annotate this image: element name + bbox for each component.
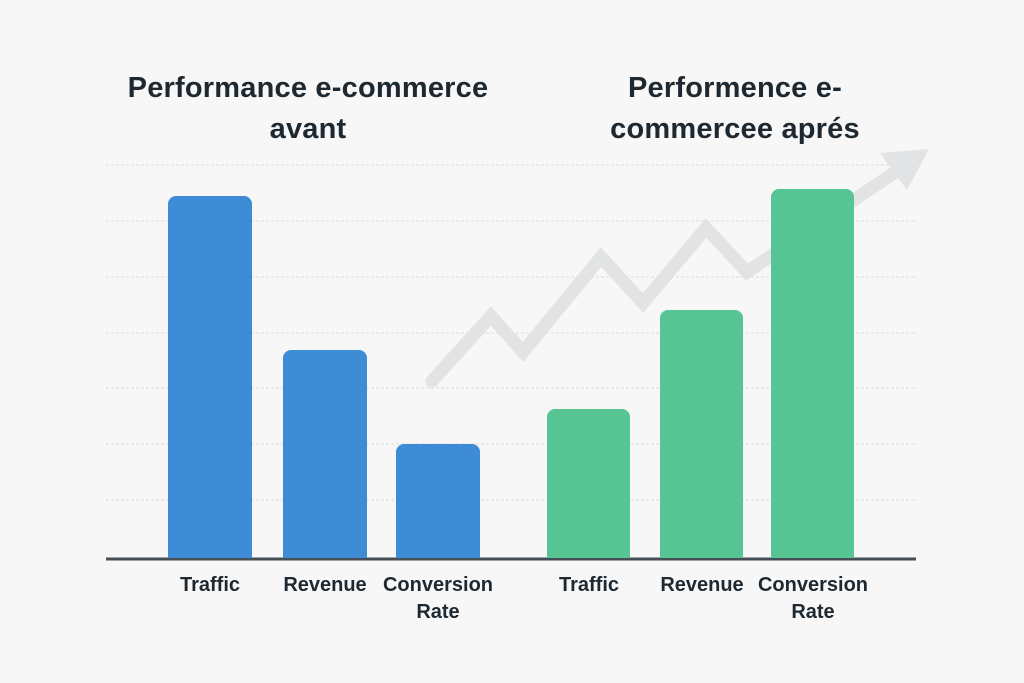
bar-before-1 <box>283 350 367 558</box>
axis-label-before-2: Conversion Rate <box>382 574 494 623</box>
chart-title-before-line2: avant <box>269 113 347 145</box>
axis-label-after-1: Revenue <box>660 574 744 596</box>
axis-label-after-2: Conversion Rate <box>757 574 869 623</box>
bar-before-2 <box>396 444 480 558</box>
bar-after-2 <box>771 189 854 558</box>
bar-after-0 <box>547 409 630 558</box>
bar-after-1 <box>660 310 743 558</box>
chart-title-after-line1: Performence e- <box>628 72 842 104</box>
chart-title-before-line1: Performance e-commerce <box>127 72 489 104</box>
chart-title-before: Performance e-commerce avant <box>68 68 548 150</box>
axis-label-before-0: Traffic <box>179 574 241 596</box>
trend-arrow-icon <box>425 149 929 388</box>
axis-label-before-1: Revenue <box>283 574 367 596</box>
axis-label-after-0: Traffic <box>558 574 620 596</box>
bar-before-0 <box>168 196 252 558</box>
chart-title-after: Performence e- commercee aprés <box>565 68 905 150</box>
chart-title-after-line2: commercee aprés <box>610 113 860 145</box>
